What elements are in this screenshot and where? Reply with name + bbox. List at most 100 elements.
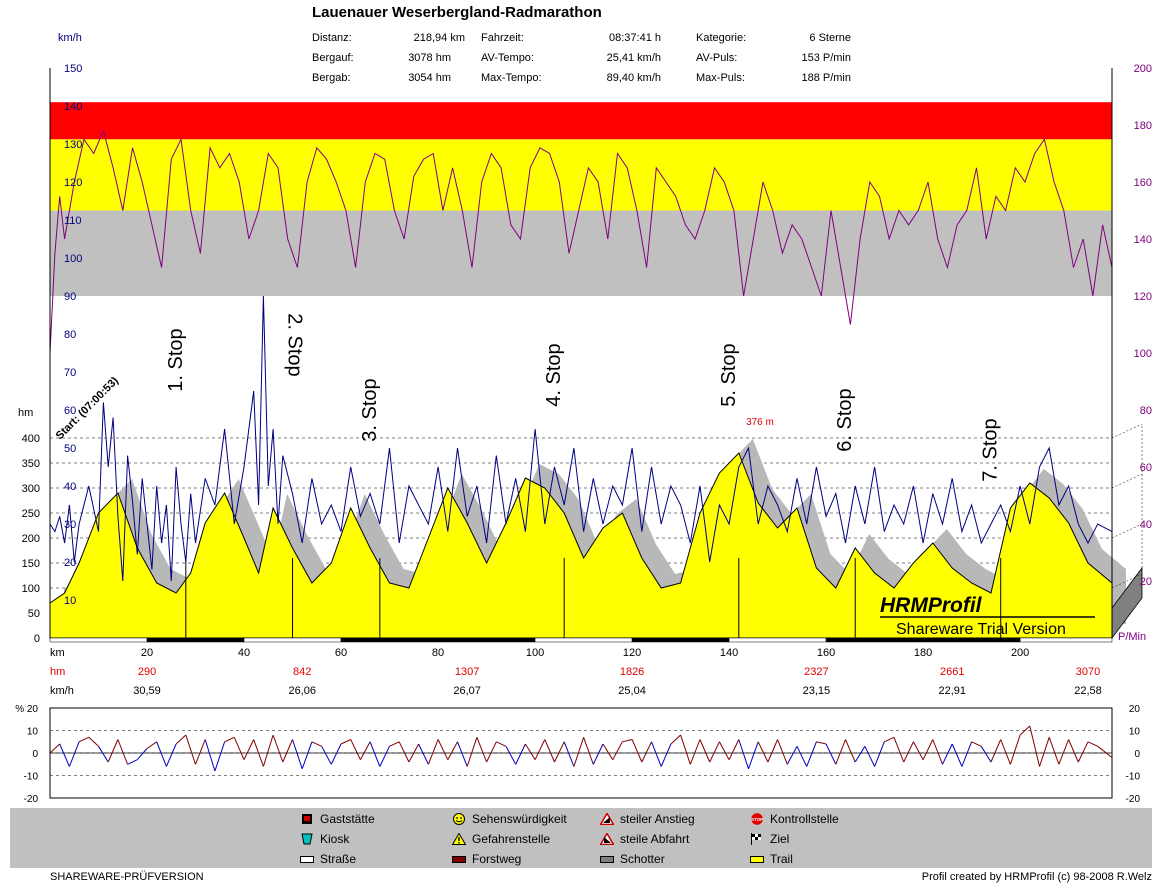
steep-up-icon	[599, 812, 615, 826]
grade-segment	[922, 739, 934, 760]
grade-segment	[641, 741, 652, 763]
pulse-tick-label: 120	[1134, 291, 1152, 303]
grade-tick-label: 10	[27, 727, 39, 738]
grade-segment	[563, 741, 575, 767]
stop-label: 6. Stop	[834, 388, 856, 451]
legend-label: Schotter	[620, 852, 665, 866]
grade-segment	[88, 736, 99, 747]
grade-segment	[796, 746, 808, 767]
track-surface-segment	[146, 637, 245, 643]
grade-segment	[146, 741, 157, 749]
legend-label: Trail	[770, 852, 793, 866]
perspective-line	[1111, 423, 1143, 439]
grade-segment	[980, 746, 992, 763]
grade-segment	[350, 739, 361, 760]
altitude-tick-label: 250	[22, 508, 40, 520]
grade-segment	[496, 741, 507, 747]
altitude-tick-label: 100	[22, 583, 40, 595]
speed-tick-label: 20	[64, 557, 76, 569]
track-surface-segment	[728, 637, 827, 643]
max-altitude-label: 376 m	[746, 417, 774, 428]
legend-label: Kontrollstelle	[770, 812, 839, 826]
perspective-line	[1111, 573, 1143, 589]
legend-label: Ziel	[770, 832, 790, 846]
grade-segment	[631, 739, 643, 763]
grade-segment	[524, 743, 536, 760]
track-surface-segment	[49, 637, 148, 643]
altitude-axis-label: hm	[18, 407, 33, 419]
grade-segment	[476, 737, 488, 763]
legend-item: Forstweg	[452, 852, 521, 866]
watermark-text: Shareware Trial Version	[896, 621, 1066, 638]
grade-segment	[544, 739, 555, 763]
speed-tick-label: 110	[64, 215, 82, 227]
km-axis-label: km	[50, 647, 65, 659]
grade-segment	[1000, 739, 1011, 765]
stop-label: 7. Stop	[980, 418, 1002, 481]
x-tick-label: 60	[335, 647, 347, 659]
kmh-row-value: 30,59	[133, 685, 161, 697]
speed-tick-label: 130	[64, 139, 82, 151]
grade-segment	[612, 741, 623, 760]
pulse-tick-label: 80	[1140, 405, 1152, 417]
grade-segment	[680, 734, 691, 765]
grade-segment	[505, 746, 517, 765]
grade-segment	[699, 739, 711, 763]
grade-segment	[233, 737, 245, 760]
legend-item: Gaststätte	[300, 812, 375, 826]
speed-tick-label: 70	[64, 367, 76, 379]
grade-segment	[757, 741, 769, 763]
smiley-icon	[452, 813, 466, 825]
grade-tick-label: % 20	[15, 704, 38, 715]
grade-segment	[389, 741, 400, 747]
x-tick-label: 100	[526, 647, 544, 659]
gravel-swatch	[600, 853, 614, 865]
legend-item: Straße	[300, 852, 356, 866]
stat-label: Bergauf:	[312, 52, 354, 64]
grade-segment	[311, 741, 322, 747]
grade-segment	[777, 739, 788, 765]
grade-segment	[738, 739, 749, 769]
hm-row-value: 1826	[620, 666, 644, 678]
x-tick-label: 140	[720, 647, 738, 659]
altitude-tick-label: 300	[22, 483, 40, 495]
hm-row-value: 2327	[804, 666, 828, 678]
stop-label: 5. Stop	[718, 343, 740, 406]
speed-tick-label: 150	[64, 63, 82, 75]
pulse-zone	[50, 102, 1112, 140]
trail-swatch	[750, 853, 764, 865]
grade-segment	[243, 739, 255, 760]
grade-segment	[583, 737, 594, 765]
stat-value: 08:37:41 h	[609, 32, 661, 44]
legend-label: Forstweg	[472, 852, 522, 866]
x-tick-label: 180	[914, 647, 932, 659]
forest-swatch	[452, 853, 466, 865]
legend-label: Kiosk	[320, 832, 350, 846]
speed-tick-label: 90	[64, 291, 76, 303]
grade-segment	[156, 741, 167, 767]
x-tick-label: 160	[817, 647, 835, 659]
stop-label: 3. Stop	[359, 378, 381, 441]
grade-segment	[437, 739, 449, 760]
stat-value: 25,41 km/h	[606, 52, 661, 64]
legend-label: Sehenswürdigkeit	[472, 812, 567, 826]
grade-segment	[262, 734, 274, 767]
grade-segment	[602, 743, 614, 760]
steep-down-icon	[599, 832, 615, 846]
speed-tick-label: 100	[64, 253, 82, 265]
grade-segment	[408, 743, 420, 763]
grade-segment	[117, 739, 129, 765]
speed-tick-label: 140	[64, 101, 82, 113]
grade-segment	[1039, 737, 1050, 767]
main-chart: km/h 10 20 30 40 50 60 70 80 90 100 110 120 130 140 150…	[18, 32, 1152, 697]
pulse-tick-label: 20	[1140, 576, 1152, 588]
stat-label: Max-Puls:	[696, 72, 745, 84]
grade-segment	[379, 746, 390, 767]
glass-icon	[300, 813, 314, 825]
grade-segment	[932, 739, 943, 765]
legend-item: Trail	[750, 852, 793, 866]
grade-tick-label: 0	[32, 749, 38, 760]
legend-item: Kiosk	[300, 832, 349, 846]
legend: Gaststätte Kiosk Straße Sehenswürdigkeit…	[10, 808, 1152, 868]
grade-segment	[912, 741, 924, 760]
